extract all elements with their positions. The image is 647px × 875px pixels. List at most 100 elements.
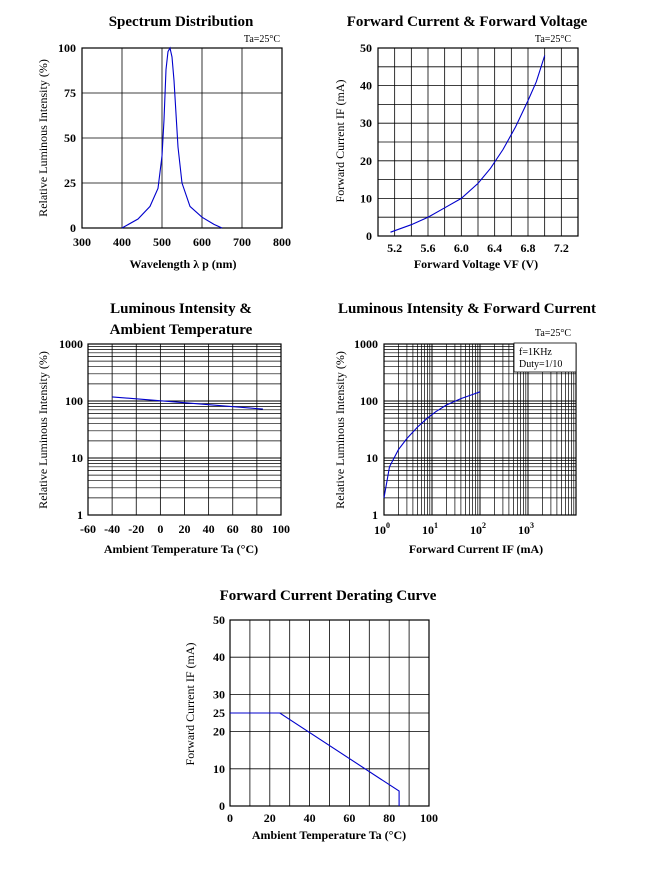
spectrum-annotation: Ta=25°C xyxy=(244,34,280,45)
iv-ta-y-tick-label: 1 xyxy=(77,508,83,522)
iv-ta-x-tick-label: 20 xyxy=(179,522,191,536)
if-vf-x-tick-label: 5.6 xyxy=(421,241,436,255)
iv-ta-x-tick-label: 80 xyxy=(251,522,263,536)
iv-if-x-tick-label: 103 xyxy=(518,521,534,537)
derating-ylabel: Forward Current IF (mA) xyxy=(183,643,197,766)
chart-derating: Forward Current Derating Curve 0 20 40 60 80… xyxy=(183,588,438,842)
if-vf-ylabel: Forward Current IF (mA) xyxy=(333,80,347,203)
if-vf-xlabel: Forward Voltage VF (V) xyxy=(414,257,538,271)
iv-ta-xlabel: Ambient Temperature Ta (°C) xyxy=(104,542,258,556)
spectrum-xlabel: Wavelength λ p (nm) xyxy=(130,257,237,271)
iv-ta-y-tick-label: 1000 xyxy=(59,337,83,351)
derating-x-tick-label: 20 xyxy=(264,811,276,825)
iv-if-x-tick-label: 102 xyxy=(470,521,486,537)
iv-ta-y-tick-label: 100 xyxy=(65,394,83,408)
iv-ta-x-tick-label: 40 xyxy=(203,522,215,536)
derating-y-tick-label: 40 xyxy=(213,650,225,664)
iv_ta-series-line-0 xyxy=(112,396,263,410)
iv-if-x-tick-exponent: 2 xyxy=(482,521,486,530)
derating-y-tick-label: 25 xyxy=(213,706,225,720)
spectrum-series-line-0 xyxy=(121,46,223,229)
iv-ta-x-tick-label: 100 xyxy=(272,522,290,536)
if-vf-y-tick-label: 10 xyxy=(360,191,372,205)
derating-x-tick-label: 60 xyxy=(343,811,355,825)
iv-if-legend-box xyxy=(513,342,577,373)
spectrum-plot: 300 400 500 600 700 800 0 25 50 75 100 xyxy=(58,41,291,249)
iv-if-y-tick-label: 100 xyxy=(360,394,378,408)
if-vf-y-tick-label: 30 xyxy=(360,116,372,130)
iv-ta-x-tick-label: -60 xyxy=(80,522,96,536)
derating-series-line-0 xyxy=(230,712,400,806)
iv-ta-title-line-2: Ambient Temperature xyxy=(110,322,253,338)
chart-if-vf: Forward Current & Forward Voltage Ta=25°… xyxy=(333,14,588,271)
if-vf-title: Forward Current & Forward Voltage xyxy=(347,14,588,30)
iv-if-y-tick-label: 1000 xyxy=(354,337,378,351)
if-vf-plot: 5.2 5.6 6.0 6.4 6.8 7.2 0 10 20 30 40 50 xyxy=(360,41,579,255)
iv-if-y-tick-label: 10 xyxy=(366,451,378,465)
iv-if-ylabel: Relative Luminous Intensity (%) xyxy=(333,351,347,509)
spectrum-title: Spectrum Distribution xyxy=(109,14,254,30)
iv-ta-y-tick-label: 10 xyxy=(71,451,83,465)
derating-x-tick-label: 0 xyxy=(227,811,233,825)
chart-spectrum: Spectrum Distribution Ta=25°C 300 400 500 6… xyxy=(36,14,291,271)
if_vf-series-line-0 xyxy=(390,55,546,233)
iv-if-x-tick-exponent: 3 xyxy=(530,521,534,530)
if-vf-y-tick-label: 20 xyxy=(360,154,372,168)
iv-if-title: Luminous Intensity & Forward Current xyxy=(338,301,596,317)
iv-if-x-tick-exponent: 1 xyxy=(434,521,438,530)
spectrum-y-tick-label: 25 xyxy=(64,176,76,190)
spectrum-x-tick-label: 800 xyxy=(273,235,291,249)
spectrum-y-tick-label: 100 xyxy=(58,41,76,55)
derating-x-tick-label: 40 xyxy=(304,811,316,825)
spectrum-x-tick-label: 300 xyxy=(73,235,91,249)
if-vf-annotation: Ta=25°C xyxy=(535,34,571,45)
iv_if-series-line-0 xyxy=(383,391,481,498)
derating-xlabel: Ambient Temperature Ta (°C) xyxy=(252,828,406,842)
iv_if-plot-frame xyxy=(383,343,577,516)
derating-y-tick-label: 30 xyxy=(213,687,225,701)
spectrum-x-tick-label: 400 xyxy=(113,235,131,249)
iv-ta-x-tick-label: 60 xyxy=(227,522,239,536)
iv-ta-x-tick-label: -20 xyxy=(128,522,144,536)
if-vf-x-tick-label: 6.0 xyxy=(454,241,469,255)
chart-iv-ta: Luminous Intensity & Ambient Temperature… xyxy=(36,301,290,556)
iv-ta-x-tick-label: -40 xyxy=(104,522,120,536)
if-vf-y-tick-label: 40 xyxy=(360,79,372,93)
derating-y-tick-label: 0 xyxy=(219,799,225,813)
iv-if-x-tick-exponent: 0 xyxy=(386,521,390,530)
derating-y-tick-label: 50 xyxy=(213,613,225,627)
iv-if-x-tick-label: 101 xyxy=(422,521,438,537)
spectrum-plot-frame xyxy=(81,47,283,229)
if-vf-x-tick-label: 7.2 xyxy=(554,241,569,255)
if-vf-x-tick-label: 5.2 xyxy=(387,241,402,255)
iv-if-annotation: Ta=25°C xyxy=(535,328,571,339)
iv-if-xlabel: Forward Current IF (mA) xyxy=(409,542,543,556)
if-vf-y-tick-label: 0 xyxy=(366,229,372,243)
iv-if-legend-note-2: Duty=1/10 xyxy=(519,359,562,370)
iv-if-y-tick-label: 1 xyxy=(372,508,378,522)
spectrum-ylabel: Relative Luminous Intensity (%) xyxy=(36,59,50,217)
iv-ta-ylabel: Relative Luminous Intensity (%) xyxy=(36,351,50,509)
iv-ta-title-line-1: Luminous Intensity & xyxy=(110,301,252,317)
derating-title: Forward Current Derating Curve xyxy=(220,588,437,604)
derating-y-tick-label: 20 xyxy=(213,725,225,739)
iv-ta-plot: -60 -40 -20 0 20 40 60 80 100 1 10 100 1000 xyxy=(59,337,290,536)
spectrum-y-tick-label: 0 xyxy=(70,221,76,235)
spectrum-x-tick-label: 600 xyxy=(193,235,211,249)
spectrum-x-tick-label: 700 xyxy=(233,235,251,249)
spectrum-x-tick-label: 500 xyxy=(153,235,171,249)
iv-if-legend-note-1: f=1KHz xyxy=(519,347,552,358)
chart-iv-if: Luminous Intensity & Forward Current Ta=… xyxy=(333,301,596,556)
spectrum-y-tick-label: 75 xyxy=(64,86,76,100)
if-vf-y-tick-label: 50 xyxy=(360,41,372,55)
iv-ta-x-tick-label: 0 xyxy=(157,522,163,536)
derating-x-tick-label: 80 xyxy=(383,811,395,825)
iv-if-x-tick-label: 100 xyxy=(374,521,390,537)
if-vf-x-tick-label: 6.8 xyxy=(521,241,536,255)
derating-plot: 0 20 40 60 80 100 0 10 20 25 30 40 50 xyxy=(213,613,438,825)
derating-y-tick-label: 10 xyxy=(213,762,225,776)
iv_ta-plot-frame xyxy=(87,343,282,516)
spectrum-y-tick-label: 50 xyxy=(64,131,76,145)
